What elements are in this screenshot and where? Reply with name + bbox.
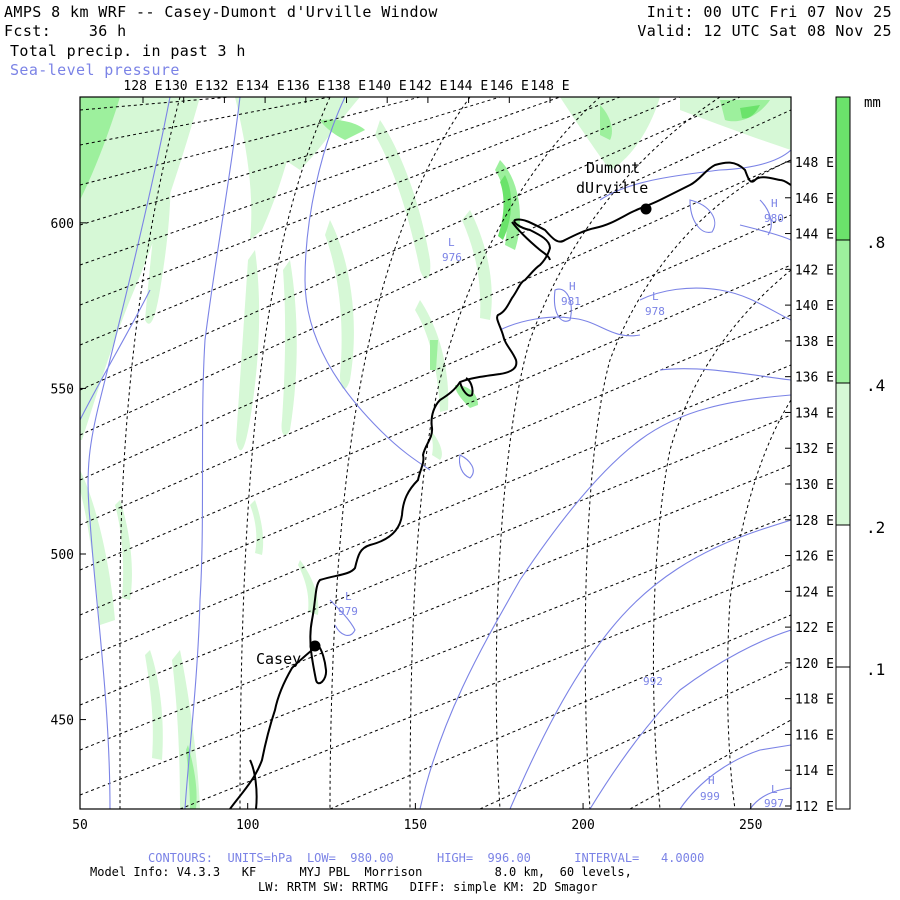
right-tick-label: 128 E [795, 514, 834, 529]
pressure-label-value: 992 [643, 675, 663, 688]
colorbar-level-04 [836, 240, 850, 383]
right-tick-label: 116 E [795, 728, 834, 743]
top-tick-label: 148 E [530, 79, 569, 94]
left-tick-label: 550 [51, 382, 74, 397]
right-tick-label: 124 E [795, 585, 834, 600]
colorbar-label: .1 [866, 660, 885, 679]
pressure-label-value: 978 [645, 305, 665, 318]
right-tick-label: 118 E [795, 693, 834, 708]
left-tick-label: 450 [51, 714, 74, 729]
valid-time: Valid: 12 UTC Sat 08 Nov 25 [637, 22, 892, 40]
top-tick-label: 142 E [408, 79, 447, 94]
right-tick-label: 138 E [795, 335, 834, 350]
right-tick-label: 130 E [795, 478, 834, 493]
colorbar-level-08 [836, 97, 850, 240]
pressure-label-type: L [771, 783, 778, 796]
pressure-label-value: 980 [764, 212, 784, 225]
casey-label: Casey [256, 650, 301, 668]
pressure-label-type: H [569, 280, 576, 293]
pressure-label-value: 981 [561, 295, 581, 308]
top-tick-label: 136 E [286, 79, 325, 94]
top-tick-label: 144 E [449, 79, 488, 94]
pressure-label-value: 997 [764, 797, 784, 810]
longitude-lines [80, 97, 791, 809]
right-tick-label: 142 E [795, 263, 834, 278]
top-tick-label: 130 E [164, 79, 203, 94]
pressure-contours [80, 97, 791, 809]
colorbar-label: .8 [866, 233, 885, 252]
right-tick-label: 120 E [795, 657, 834, 672]
colorbar-level-02 [836, 383, 850, 525]
right-tick-label: 132 E [795, 442, 834, 457]
pressure-label-type: L [448, 236, 455, 249]
right-tick-label: 148 E [795, 156, 834, 171]
map-title: AMPS 8 km WRF -- Casey-Dumont d'Urville … [4, 3, 438, 21]
dumont-durville-marker [640, 203, 652, 215]
bottom-tick-label: 100 [236, 818, 259, 833]
bottom-tick-label: 200 [571, 818, 594, 833]
top-tick-label: 132 E [205, 79, 244, 94]
right-tick-label: 122 E [795, 621, 834, 636]
pressure-label-value: 979 [338, 605, 358, 618]
precip-colorbar: mm .8 .4 .2 .1 [835, 95, 885, 810]
init-time: Init: 00 UTC Fri 07 Nov 25 [646, 3, 892, 21]
bottom-tick-label: 50 [72, 818, 88, 833]
pressure-label-value: 976 [442, 251, 462, 264]
pressure-label-type: L [345, 590, 352, 603]
right-longitude-ticks: 148 E 146 E 144 E 142 E 140 E 138 E 136 E 134 E… [785, 156, 834, 815]
plot-border [79, 96, 792, 810]
left-axis-ticks: 600 550 500 450 [51, 217, 86, 729]
colorbar-level-01 [836, 525, 850, 667]
bottom-tick-label: 150 [404, 818, 427, 833]
contour-info: CONTOURS: UNITS=hPa LOW= 980.00 HIGH= 99… [148, 851, 705, 865]
right-tick-label: 126 E [795, 550, 834, 565]
coastline [229, 161, 791, 809]
forecast-hour: Fcst: 36 h [4, 22, 127, 40]
right-tick-label: 136 E [795, 371, 834, 386]
right-tick-label: 114 E [795, 764, 834, 779]
top-tick-label: 146 E [490, 79, 529, 94]
colorbar-unit: mm [864, 95, 881, 111]
latitude-lines [119, 97, 791, 809]
pressure-label-type: L [652, 290, 659, 303]
physics-info: LW: RRTM SW: RRTMG DIFF: simple KM: 2D S… [258, 880, 598, 894]
dumont-label-line2: dUrville [576, 179, 648, 197]
top-tick-label: 128 E [123, 79, 162, 94]
top-tick-label: 134 E [246, 79, 285, 94]
overlay-description: Sea-level pressure [10, 61, 180, 79]
top-tick-label: 138 E [327, 79, 366, 94]
pressure-label-value: 999 [700, 790, 720, 803]
left-tick-label: 500 [51, 548, 74, 563]
left-tick-label: 600 [51, 217, 74, 232]
right-tick-label: 144 E [795, 228, 834, 243]
colorbar-label: .4 [866, 376, 885, 395]
field-description: Total precip. in past 3 h [10, 42, 246, 60]
model-info: Model Info: V4.3.3 KF MYJ PBL Morrison 8… [90, 865, 632, 879]
bottom-tick-label: 250 [739, 818, 762, 833]
pressure-center-labels: L 976 H 981 L 978 H 980 L 979 992 H 999 … [338, 197, 784, 810]
dumont-label-line1: Dumont [586, 159, 640, 177]
pressure-label-type: H [708, 774, 715, 787]
casey-marker [309, 640, 321, 652]
right-tick-label: 112 E [795, 800, 834, 815]
pressure-label-type: H [771, 197, 778, 210]
colorbar-label: .2 [866, 518, 885, 537]
right-tick-label: 134 E [795, 406, 834, 421]
top-longitude-ticks: 128 E 130 E 132 E 134 E 136 E 138 E 140 E 142 E… [123, 79, 570, 103]
right-tick-label: 140 E [795, 299, 834, 314]
precip-shading [80, 97, 791, 809]
top-tick-label: 140 E [368, 79, 407, 94]
right-tick-label: 146 E [795, 192, 834, 207]
bottom-axis-ticks: 50 100 150 200 250 [72, 803, 762, 833]
colorbar-level-00 [836, 667, 850, 809]
